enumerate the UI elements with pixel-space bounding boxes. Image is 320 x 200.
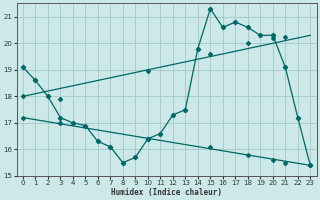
X-axis label: Humidex (Indice chaleur): Humidex (Indice chaleur) — [111, 188, 222, 197]
